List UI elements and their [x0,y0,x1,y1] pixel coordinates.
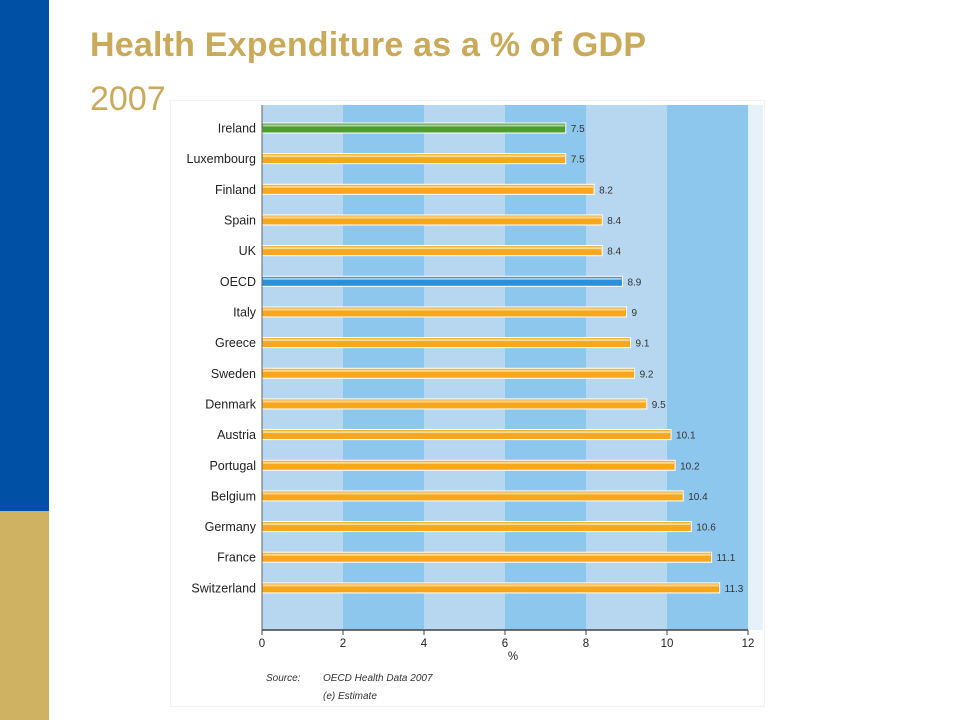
chart-band [505,105,586,630]
chart-svg: Ireland 7.5 Luxembourg 7.5 Finland 8.2 Spain 8.… [170,100,765,707]
value-label: 8.4 [607,247,621,258]
bar-highlight [263,461,675,464]
value-label: 7.5 [571,124,585,135]
value-label: 11.1 [717,553,736,564]
chart: Ireland 7.5 Luxembourg 7.5 Finland 8.2 Spain 8.… [170,100,765,707]
bar-highlight [263,431,671,434]
bar-highlight [263,308,626,311]
bar-highlight [263,216,602,219]
value-label: 11.3 [725,584,744,595]
chart-band-edge [748,105,763,630]
category-label: Portugal [209,459,256,473]
category-label: Greece [215,336,256,350]
value-label: 10.2 [680,461,700,472]
value-label: 10.6 [696,523,716,534]
category-label: Finland [215,183,256,197]
x-tick-label: 6 [502,638,508,650]
bar-highlight [263,584,719,587]
side-accent-blue [0,0,49,511]
bar-oecd [261,275,623,287]
bar-highlight [263,523,691,526]
source-label: Source: [266,673,301,684]
value-label: 10.4 [688,492,708,503]
category-label: Switzerland [191,581,256,595]
chart-band [343,105,424,630]
category-label: Germany [205,520,257,534]
value-label: 10.1 [676,431,696,442]
value-label: 8.9 [627,277,641,288]
x-tick-label: 8 [583,638,589,650]
category-label: Ireland [218,122,256,136]
chart-band [262,105,343,630]
bar-highlight [263,247,602,250]
category-label: Denmark [205,397,256,411]
x-tick-label: 12 [742,638,755,650]
value-label: 8.2 [599,185,613,196]
category-label: Italy [233,305,257,319]
bar-highlight [263,124,565,127]
value-label: 9.5 [652,400,666,411]
bar-highlight [263,155,565,158]
bar-highlight [263,185,594,188]
x-tick-label: 0 [259,638,265,650]
bar-highlight [263,277,622,280]
category-label: France [217,551,256,565]
source-text: OECD Health Data 2007 [323,673,433,684]
category-label: Spain [224,213,256,227]
bar-highlight [263,400,646,403]
x-axis-label: % [508,651,518,663]
bar-germany [261,521,692,533]
chart-band [424,105,505,630]
bar-highlight [263,492,683,495]
estimate-note: (e) Estimate [323,691,377,702]
category-label: OECD [220,275,256,289]
bar-highlight [263,339,630,342]
x-tick-label: 4 [421,638,428,650]
value-label: 9.2 [640,369,654,380]
bar-highlight [263,553,711,556]
category-label: Sweden [211,367,256,381]
value-label: 8.4 [607,216,621,227]
value-label: 9.1 [636,339,650,350]
slide-title: Health Expenditure as a % of GDP [90,26,647,64]
category-label: Austria [217,428,256,442]
side-accent-gold [0,511,49,720]
category-label: Belgium [211,489,256,503]
value-label: 9 [632,308,638,319]
slide-subtitle: 2007 [90,80,166,118]
value-label: 7.5 [571,155,585,166]
x-tick-label: 2 [340,638,346,650]
category-label: Luxembourg [187,152,257,166]
x-tick-label: 10 [661,638,674,650]
chart-band [667,105,748,630]
category-label: UK [239,244,257,258]
bar-highlight [263,369,634,372]
chart-band [586,105,667,630]
